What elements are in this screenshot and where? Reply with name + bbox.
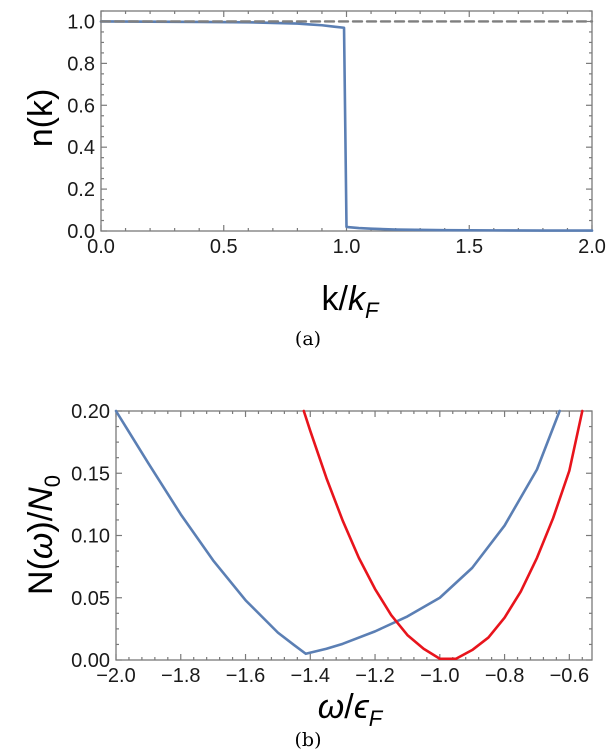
panel-b-ylabel-main: N(: [22, 558, 60, 595]
panel-b-xtick-label: −0.6: [550, 665, 589, 687]
panel-a-ytick-label: 0.8: [67, 53, 95, 75]
panel-a-xlabel-italic: k: [348, 280, 367, 318]
panel-b-ticks: [115, 410, 592, 661]
panel-b-xtick-label: −1.6: [226, 665, 265, 687]
panel-b-xtick-label: −1.8: [161, 665, 200, 687]
panel-b-tick-labels: −2.0 −1.8 −1.6 −1.4 −1.2 −1.0 −0.8 −0.6 0.00 0.05…: [71, 401, 589, 687]
panel-a-xtick-label: 1.5: [455, 236, 483, 258]
panel-a-xtick-label: 1.0: [333, 236, 361, 258]
panel-b-ytick-label: 0.10: [71, 526, 110, 548]
panel-a-xlabel-main: k/: [322, 280, 349, 318]
panel-a-ytick-label: 0.4: [67, 137, 95, 159]
panel-a-ytick-label: 0.0: [67, 221, 95, 243]
panel-b-xtick-label: −1.4: [291, 665, 330, 687]
panel-a-xtick-label: 0.5: [210, 236, 238, 258]
panel-b-plot-frame: [115, 410, 593, 661]
panel-a-caption: (a): [295, 328, 321, 350]
panel-b-ytick-label: 0.20: [71, 401, 110, 423]
panel-b-xtick-label: −1.0: [420, 665, 459, 687]
panel-b-ytick-label: 0.15: [71, 463, 110, 485]
panel-b-xlabel-epsilon: ϵ: [354, 688, 370, 726]
panel-a-line-chart: 0.0 0.5 1.0 1.5 2.0 0.0 0.2 0.4 0.6 0.8 1.0 n(k) k…: [22, 10, 606, 350]
panel-a-xlabel-sub: F: [365, 298, 380, 323]
panel-a-ytick-label: 1.0: [67, 11, 95, 33]
panel-a-xtick-label: 0.0: [87, 236, 115, 258]
panel-a-ytick-label: 0.2: [67, 179, 95, 201]
panel-b-ylabel-sub: 0: [40, 475, 65, 487]
panel-a-xlabel: k/kF: [322, 280, 380, 323]
panel-a-xtick-label: 2.0: [578, 236, 606, 258]
panel-b-series-1-line: [302, 409, 584, 661]
panel-b-ylabel-omega: ω: [22, 533, 60, 559]
panel-a-series: [99, 20, 594, 232]
panel-b-ylabel-mid: )/: [22, 511, 60, 532]
panel-b-series-0-line: [114, 409, 561, 656]
panel-b-series: [114, 409, 584, 661]
panel-a-ylabel: n(k): [22, 89, 60, 148]
panel-b-xtick-label: −0.8: [485, 665, 524, 687]
panel-b-xlabel-slash: /: [344, 688, 354, 726]
panel-b-ytick-label: 0.05: [71, 588, 110, 610]
panel-b-xtick-label: −1.2: [355, 665, 394, 687]
panel-a-ytick-label: 0.6: [67, 95, 95, 117]
panel-b-xtick-label: −2.0: [96, 665, 135, 687]
panel-a-series-0-line: [99, 20, 594, 232]
panel-b-ytick-label: 0.00: [71, 650, 110, 672]
panel-b-ylabel: N(ω)/N0: [22, 475, 65, 595]
panel-b-caption: (b): [295, 729, 322, 751]
panel-b-xlabel: ω/ϵF: [318, 688, 384, 731]
panel-a-tick-labels: 0.0 0.5 1.0 1.5 2.0 0.0 0.2 0.4 0.6 0.8 1.0: [67, 11, 606, 258]
panel-b-xlabel-omega: ω: [318, 688, 344, 726]
panel-b-line-chart: −2.0 −1.8 −1.6 −1.4 −1.2 −1.0 −0.8 −0.6 0.00 0.05…: [22, 401, 593, 751]
panel-b-ylabel-n: N: [22, 487, 60, 512]
panel-b-xlabel-sub: F: [369, 706, 384, 731]
